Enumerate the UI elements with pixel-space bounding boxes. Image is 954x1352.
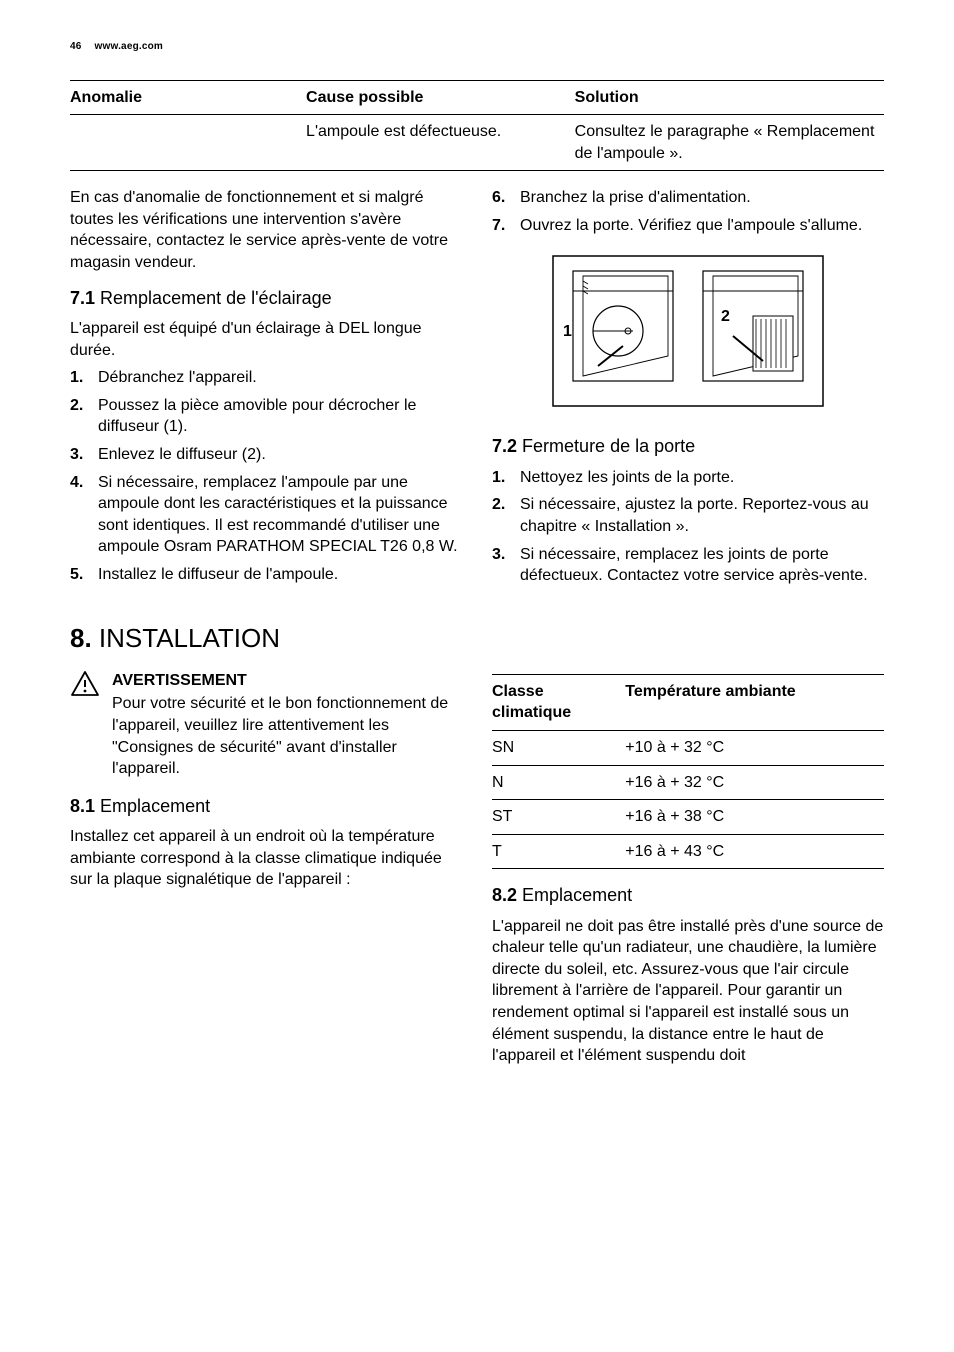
- td-class: SN: [492, 731, 625, 766]
- section8-columns: AVERTISSEMENT Pour votre sécurité et le …: [70, 670, 884, 1073]
- td-class: ST: [492, 800, 625, 835]
- page-header: 46 www.aeg.com: [70, 40, 884, 54]
- section-7-1-steps: 1.Débranchez l'appareil. 2.Poussez la pi…: [70, 367, 462, 585]
- td-temp: +10 à + 32 °C: [625, 731, 884, 766]
- section-8-2-heading: 8.2 Emplacement: [492, 883, 884, 907]
- list-item: 1.Débranchez l'appareil.: [98, 367, 462, 389]
- table-row: SN +10 à + 32 °C: [492, 731, 884, 766]
- section7-left-col: En cas d'anomalie de fonctionnement et s…: [70, 181, 462, 592]
- diagram-label-2: 2: [721, 308, 730, 325]
- section7-right-col: 6.Branchez la prise d'alimentation. 7.Ou…: [492, 181, 884, 592]
- section8-left-col: AVERTISSEMENT Pour votre sécurité et le …: [70, 670, 462, 1073]
- td-solution: Consultez le paragraphe « Remplacement d…: [575, 115, 884, 171]
- section-8-2-title: Emplacement: [522, 885, 632, 905]
- table-row: N +16 à + 32 °C: [492, 765, 884, 800]
- troubleshoot-table: Anomalie Cause possible Solution L'ampou…: [70, 80, 884, 172]
- diagram-label-1: 1: [563, 323, 572, 340]
- section-8-1-heading: 8.1 Emplacement: [70, 794, 462, 818]
- td-temp: +16 à + 38 °C: [625, 800, 884, 835]
- list-item: 7.Ouvrez la porte. Vérifiez que l'ampoul…: [520, 215, 884, 237]
- section-7-1-lead: L'appareil est équipé d'un éclairage à D…: [70, 318, 462, 361]
- page-number: 46: [70, 41, 82, 52]
- td-class: N: [492, 765, 625, 800]
- list-item: 6.Branchez la prise d'alimentation.: [520, 187, 884, 209]
- section-7-1-heading: 7.1 Remplacement de l'éclairage: [70, 286, 462, 310]
- table-header-row: Anomalie Cause possible Solution: [70, 80, 884, 115]
- section-7-2-steps: 1.Nettoyez les joints de la porte. 2.Si …: [492, 467, 884, 587]
- th-climate-class: Classe climatique: [492, 674, 625, 730]
- warning-title: AVERTISSEMENT: [112, 670, 462, 692]
- list-item: 3.Enlevez le diffuseur (2).: [98, 444, 462, 466]
- section-7-2-heading: 7.2 Fermeture de la porte: [492, 434, 884, 458]
- warning-text: AVERTISSEMENT Pour votre sécurité et le …: [112, 670, 462, 780]
- td-class: T: [492, 834, 625, 869]
- table-row: T +16 à + 43 °C: [492, 834, 884, 869]
- page-site: www.aeg.com: [95, 41, 164, 52]
- section-7-1-steps-continued: 6.Branchez la prise d'alimentation. 7.Ou…: [492, 187, 884, 236]
- section-8-heading: 8. INSTALLATION: [70, 621, 884, 656]
- lamp-diagram: 1 2: [492, 246, 884, 416]
- section-7-2-title: Fermeture de la porte: [522, 436, 695, 456]
- climate-table: Classe climatique Température ambiante S…: [492, 674, 884, 870]
- list-item: 3.Si nécessaire, remplacez les joints de…: [520, 544, 884, 587]
- th-ambient-temp: Température ambiante: [625, 674, 884, 730]
- section-8-number: 8.: [70, 623, 92, 653]
- section-7-2-number: 7.2: [492, 436, 517, 456]
- th-anomaly: Anomalie: [70, 80, 306, 115]
- section-7-1-title: Remplacement de l'éclairage: [100, 288, 332, 308]
- table-row: L'ampoule est défectueuse. Consultez le …: [70, 115, 884, 171]
- list-item: 2.Poussez la pièce amovible pour décroch…: [98, 395, 462, 438]
- section-8-1-number: 8.1: [70, 796, 95, 816]
- lamp-diagram-svg: 1 2: [538, 246, 838, 416]
- warning-block: AVERTISSEMENT Pour votre sécurité et le …: [70, 670, 462, 780]
- td-temp: +16 à + 32 °C: [625, 765, 884, 800]
- section-8-1-title: Emplacement: [100, 796, 210, 816]
- section-7-1-number: 7.1: [70, 288, 95, 308]
- section-8-1-body: Installez cet appareil à un endroit où l…: [70, 826, 462, 891]
- list-item: 4.Si nécessaire, remplacez l'ampoule par…: [98, 472, 462, 558]
- td-temp: +16 à + 43 °C: [625, 834, 884, 869]
- th-solution: Solution: [575, 80, 884, 115]
- section7-columns: En cas d'anomalie de fonctionnement et s…: [70, 181, 884, 592]
- list-item: 5.Installez le diffuseur de l'ampoule.: [98, 564, 462, 586]
- section8-right-col: Classe climatique Température ambiante S…: [492, 670, 884, 1073]
- td-cause: L'ampoule est défectueuse.: [306, 115, 575, 171]
- table-header-row: Classe climatique Température ambiante: [492, 674, 884, 730]
- table-row: ST +16 à + 38 °C: [492, 800, 884, 835]
- warning-icon: [70, 670, 100, 780]
- section-8-2-body: L'appareil ne doit pas être installé prè…: [492, 916, 884, 1067]
- td-anomaly: [70, 115, 306, 171]
- troubleshoot-intro: En cas d'anomalie de fonctionnement et s…: [70, 187, 462, 273]
- section-8-title: INSTALLATION: [99, 623, 280, 653]
- th-cause: Cause possible: [306, 80, 575, 115]
- list-item: 1.Nettoyez les joints de la porte.: [520, 467, 884, 489]
- section-8-2-number: 8.2: [492, 885, 517, 905]
- list-item: 2.Si nécessaire, ajustez la porte. Repor…: [520, 494, 884, 537]
- warning-body: Pour votre sécurité et le bon fonctionne…: [112, 693, 462, 779]
